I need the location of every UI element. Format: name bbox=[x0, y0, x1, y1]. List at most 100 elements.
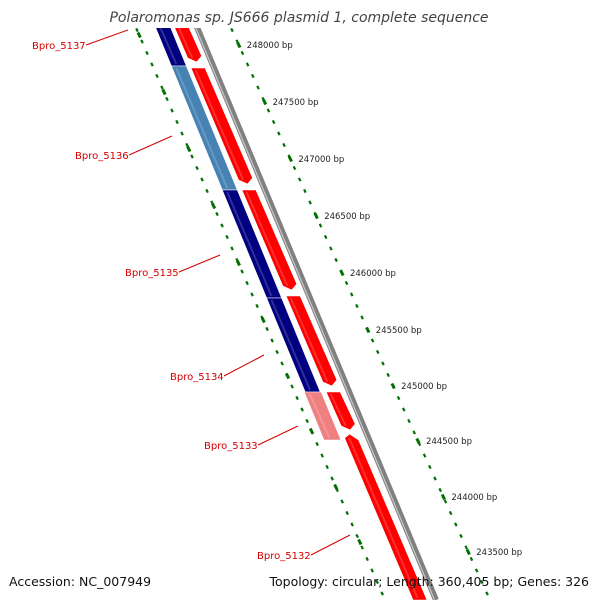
minor-tick-outer bbox=[344, 280, 349, 286]
minor-tick-inner bbox=[155, 73, 159, 79]
gene-label-leader bbox=[128, 135, 173, 156]
tick-label: 246500 bp bbox=[324, 212, 370, 222]
backbone-shine bbox=[183, 0, 436, 600]
gene-label-leader bbox=[257, 425, 299, 446]
gene-label-bpro-5136: Bpro_5136 bbox=[75, 151, 129, 162]
minor-tick-inner bbox=[350, 522, 354, 527]
major-tick bbox=[287, 155, 293, 163]
minor-tick-inner bbox=[175, 119, 179, 125]
major-tick bbox=[313, 212, 319, 220]
minor-tick-inner bbox=[255, 303, 259, 309]
minor-tick-outer bbox=[438, 487, 442, 493]
minor-tick-outer bbox=[256, 85, 260, 90]
minor-tick-inner bbox=[245, 280, 249, 286]
minor-tick-inner bbox=[195, 165, 199, 171]
tick-label: 247000 bp bbox=[298, 155, 344, 165]
gene-label-bpro-5132: Bpro_5132 bbox=[257, 551, 311, 562]
minor-tick-outer bbox=[459, 533, 463, 539]
minor-tick-outer bbox=[240, 50, 245, 56]
minor-tick-outer bbox=[282, 142, 286, 148]
minor-tick-inner bbox=[180, 131, 184, 136]
minor-tick-outer bbox=[266, 108, 271, 113]
minor-tick-inner bbox=[225, 234, 229, 240]
forward-gene-bpro-5132 bbox=[344, 433, 428, 600]
minor-tick-outer bbox=[271, 119, 276, 125]
minor-tick-inner bbox=[220, 223, 224, 228]
minor-tick-inner bbox=[170, 108, 174, 113]
forward-gene-4-shine bbox=[289, 297, 329, 383]
minor-tick-outer bbox=[292, 165, 297, 171]
tick-label: 248000 bp bbox=[247, 41, 293, 51]
minor-tick-inner bbox=[145, 50, 149, 56]
minor-tick-outer bbox=[469, 556, 474, 562]
gene-label-bpro-5137: Bpro_5137 bbox=[32, 41, 86, 52]
minor-tick-inner bbox=[275, 349, 279, 355]
gene-labels: Bpro_5137 Bpro_5136 Bpro_5135 Bpro_5134 Bpro… bbox=[32, 29, 351, 562]
minor-tick-outer bbox=[303, 188, 307, 194]
minor-tick-inner bbox=[150, 62, 154, 67]
minor-tick-outer bbox=[443, 499, 448, 504]
tick-label: 243500 bp bbox=[476, 548, 522, 558]
minor-tick-inner bbox=[215, 211, 219, 217]
minor-tick-inner bbox=[135, 27, 139, 33]
minor-tick-inner bbox=[355, 533, 359, 539]
major-tick bbox=[236, 41, 242, 49]
inner-major-tick bbox=[161, 88, 167, 96]
minor-tick-outer bbox=[334, 257, 338, 263]
minor-tick-outer bbox=[308, 200, 312, 205]
minor-tick-outer bbox=[318, 223, 323, 228]
inner-major-tick bbox=[211, 202, 217, 210]
minor-tick-inner bbox=[330, 476, 334, 481]
minor-tick-outer bbox=[480, 579, 484, 585]
minor-tick-outer bbox=[433, 476, 437, 481]
minor-tick-inner bbox=[240, 269, 244, 274]
major-tick bbox=[262, 98, 268, 106]
major-ticks: 248000 bp 247500 bp 247000 bp 246500 bp 2460… bbox=[136, 31, 522, 558]
gene-label-leader bbox=[178, 254, 221, 273]
forward-gene-4 bbox=[285, 295, 338, 387]
minor-tick-inner bbox=[340, 499, 344, 504]
minor-tick-inner bbox=[185, 142, 189, 148]
inner-major-tick bbox=[357, 538, 363, 546]
tick-label: 244500 bp bbox=[426, 437, 472, 447]
reverse-gene-bpro-5136-shine bbox=[175, 67, 229, 189]
minor-tick-outer bbox=[422, 453, 427, 458]
forward-gene-3 bbox=[241, 189, 298, 291]
minor-tick-outer bbox=[349, 292, 354, 297]
minor-tick-outer bbox=[245, 62, 250, 67]
inner-major-tick bbox=[284, 372, 291, 380]
gene-label-bpro-5133: Bpro_5133 bbox=[204, 441, 258, 452]
forward-gene-5-shine bbox=[329, 393, 347, 427]
minor-tick-inner bbox=[270, 338, 274, 343]
gene-label-bpro-5134: Bpro_5134 bbox=[170, 372, 224, 383]
minor-tick-inner bbox=[280, 361, 284, 366]
minor-tick-inner bbox=[295, 395, 299, 401]
minor-tick-outer bbox=[448, 510, 453, 516]
minor-tick-outer bbox=[323, 234, 328, 240]
inner-major-tick bbox=[235, 259, 241, 267]
minor-tick-outer bbox=[251, 73, 255, 79]
tick-label: 245000 bp bbox=[401, 382, 447, 392]
minor-tick-inner bbox=[365, 556, 369, 562]
major-tick bbox=[339, 269, 345, 277]
minor-tick-inner bbox=[315, 441, 319, 447]
minor-tick-outer bbox=[370, 338, 375, 343]
minor-tick-outer bbox=[381, 361, 385, 366]
minor-tick-inner bbox=[370, 568, 374, 573]
minor-tick-inner bbox=[345, 510, 349, 516]
minor-tick-inner bbox=[205, 188, 209, 194]
map-title: Polaromonas sp. JS666 plasmid 1, complet… bbox=[109, 10, 488, 26]
accession-text: Accession: NC_007949 bbox=[9, 574, 151, 589]
forward-gene-5 bbox=[325, 391, 356, 431]
forward-gene-3-shine bbox=[245, 191, 289, 287]
minor-tick-inner bbox=[160, 85, 164, 90]
minor-tick-inner bbox=[325, 464, 329, 470]
minor-tick-inner bbox=[200, 177, 204, 182]
tick-label: 247500 bp bbox=[273, 98, 319, 108]
inner-major-tick bbox=[136, 31, 142, 39]
backbone-group bbox=[182, 0, 439, 600]
gene-label-leader bbox=[310, 534, 351, 556]
minor-tick-outer bbox=[355, 303, 359, 309]
minor-tick-inner bbox=[265, 326, 269, 332]
